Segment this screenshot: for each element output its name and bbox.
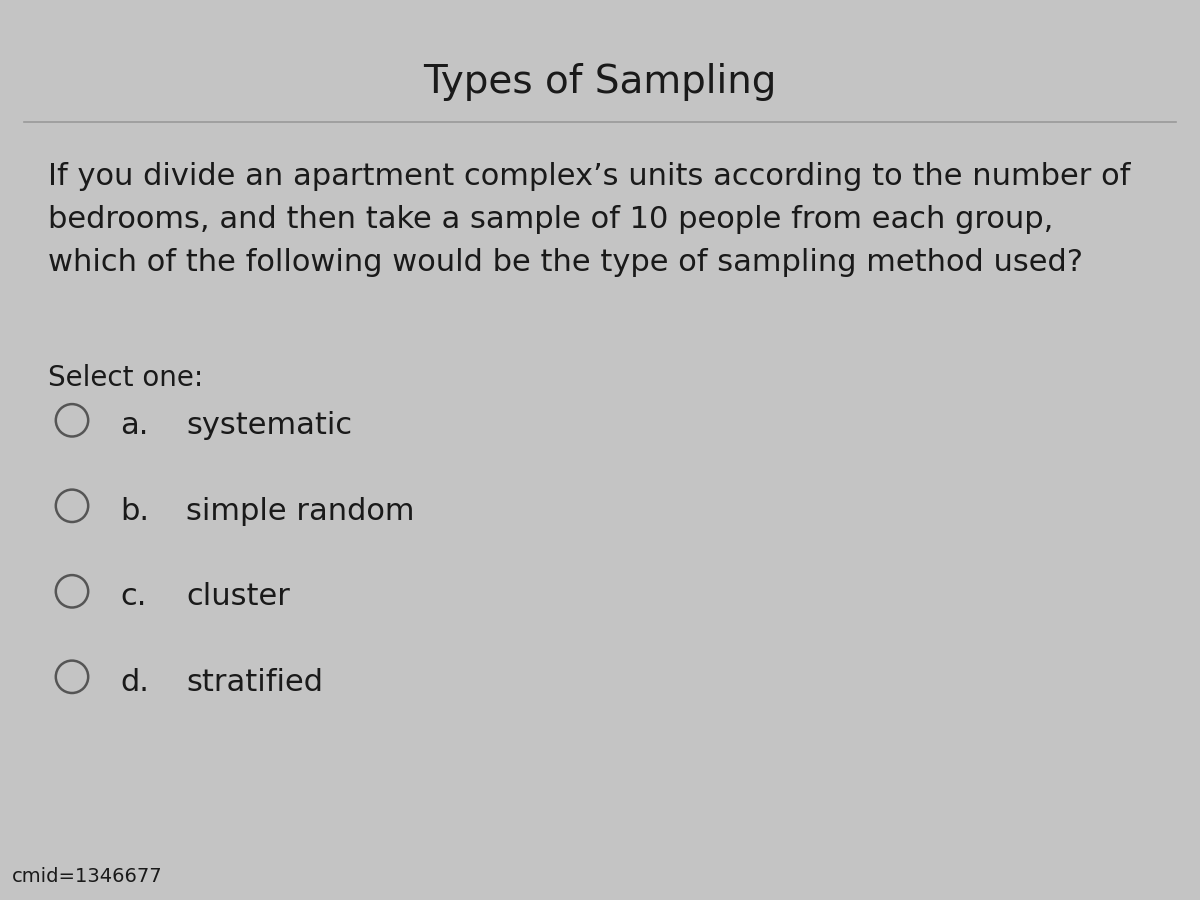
Text: stratified: stratified	[186, 668, 323, 697]
Text: d.: d.	[120, 668, 149, 697]
Text: simple random: simple random	[186, 497, 414, 526]
Text: cmid=1346677: cmid=1346677	[12, 868, 163, 886]
Text: b.: b.	[120, 497, 149, 526]
Text: If you divide an apartment complex’s units according to the number of
bedrooms, : If you divide an apartment complex’s uni…	[48, 162, 1130, 276]
Text: c.: c.	[120, 582, 146, 611]
Text: systematic: systematic	[186, 411, 352, 440]
Text: Select one:: Select one:	[48, 364, 203, 392]
Text: Types of Sampling: Types of Sampling	[424, 63, 776, 101]
Text: cluster: cluster	[186, 582, 290, 611]
Text: a.: a.	[120, 411, 149, 440]
